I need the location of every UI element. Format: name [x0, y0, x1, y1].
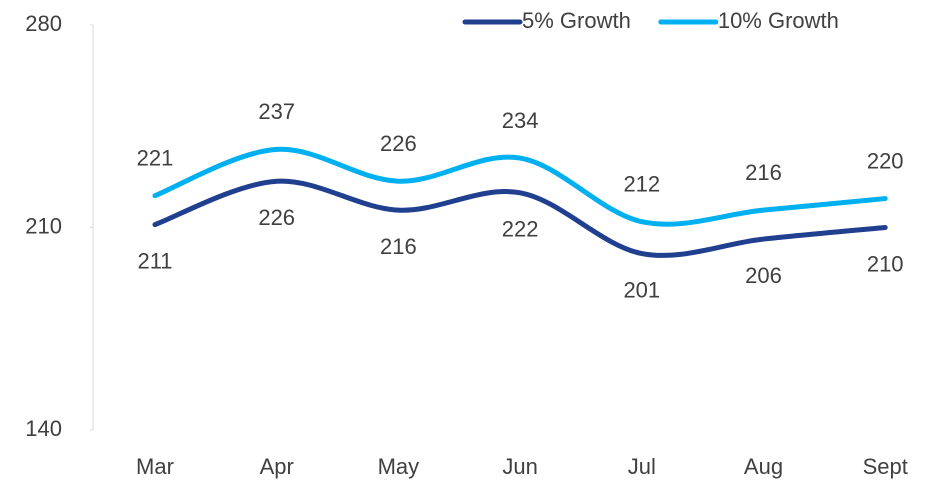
x-tick-label: Apr: [260, 454, 294, 479]
data-label: 226: [380, 131, 417, 156]
data-label: 211: [137, 248, 172, 273]
line-series: [152, 146, 888, 227]
data-label: 222: [502, 217, 539, 242]
data-label: 216: [745, 160, 782, 185]
data-label: 216: [380, 234, 417, 259]
y-tick-label: 280: [25, 11, 62, 36]
data-label: 226: [258, 205, 295, 230]
data-label: 221: [137, 145, 174, 170]
y-tick-label: 210: [25, 213, 62, 238]
data-label: 206: [745, 263, 782, 288]
data-label: 212: [623, 172, 660, 197]
x-tick-label: Jul: [628, 454, 656, 479]
data-label: 210: [867, 251, 904, 276]
x-tick-label: Jun: [502, 454, 537, 479]
line-series: [152, 178, 888, 258]
data-label: 201: [623, 277, 660, 302]
data-label: 237: [258, 99, 295, 124]
data-label: 234: [502, 108, 539, 133]
x-tick-label: Sept: [863, 454, 908, 479]
x-tick-label: Mar: [136, 454, 174, 479]
x-tick-label: May: [378, 454, 420, 479]
data-label: 220: [867, 148, 904, 173]
legend-label: 5% Growth: [522, 8, 631, 33]
legend-label: 10% Growth: [718, 8, 839, 33]
x-tick-label: Aug: [744, 454, 783, 479]
y-tick-label: 140: [25, 416, 62, 441]
